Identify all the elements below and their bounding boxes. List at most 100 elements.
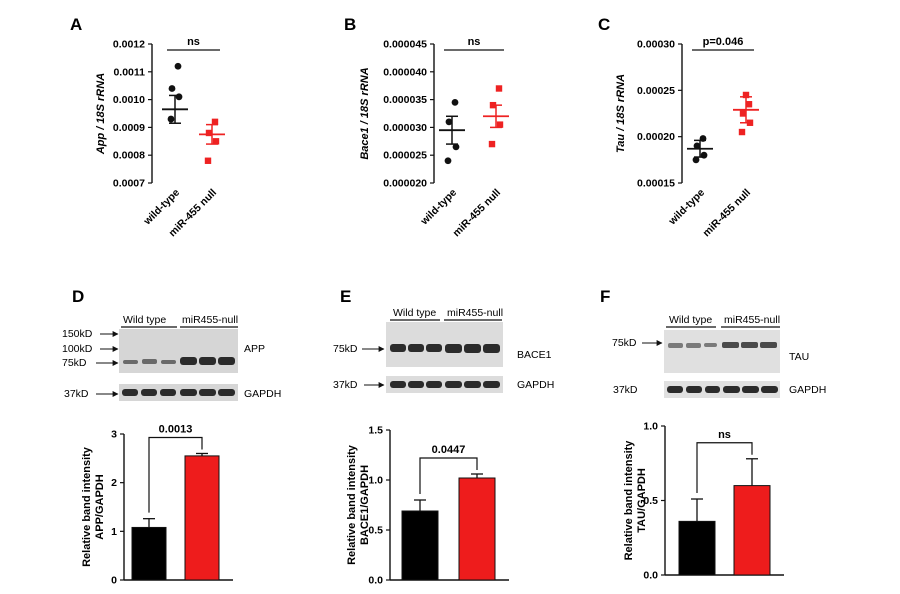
y-tick-label: 0.000030: [383, 122, 427, 134]
panel-letter-b: B: [344, 15, 356, 34]
blot-image-gapdh: [386, 376, 503, 393]
chart-panel-c: 0.00015 0.00020 0.00025 0.00030 Tau / 18S rR…: [615, 36, 759, 239]
y-tick-label: 0.000035: [383, 94, 427, 106]
blot-protein-label: APP: [244, 343, 265, 355]
y-axis-label-rest: / 18S rRNA: [359, 67, 371, 127]
y-tick-label: 0: [111, 575, 117, 587]
blot-bands-gapdh: [667, 386, 778, 393]
significance-label: ns: [187, 36, 200, 48]
y-axis-label-rest: / 18S rRNA: [615, 74, 627, 134]
blot-marker-label: 100kD: [62, 343, 93, 355]
blot-control-label: GAPDH: [244, 388, 281, 400]
blot-bands-gapdh: [390, 381, 500, 388]
x-category-label: wild-type: [666, 187, 707, 228]
blot-bands-tau-strong: [722, 342, 777, 348]
bar: [678, 520, 716, 576]
y-tick-label: 0.000040: [383, 66, 427, 78]
data-point: [211, 118, 219, 126]
chart-panel-b: 0.000020 0.000025 0.000030 0.000035 0.000040…: [359, 36, 509, 239]
blot-control-label: GAPDH: [789, 384, 826, 396]
chart-panel-a: 0.0007 0.0008 0.0009 0.0010 0.0011 0.0012 App …: [95, 36, 225, 239]
y-tick-label: 1.0: [643, 421, 658, 433]
y-axis-label: Bace1 / 18S rRNA: [359, 67, 371, 159]
data-point: [445, 118, 453, 126]
y-tick-label: 0.000020: [383, 178, 427, 190]
data-point: [174, 62, 182, 70]
bar: [401, 510, 439, 581]
western-blot-e: Wild type miR455-null 75kD BACE1 37kD GA…: [333, 307, 554, 393]
significance-bracket: [148, 436, 203, 513]
y-tick-label: 1.0: [368, 475, 383, 487]
blot-group-label: Wild type: [669, 314, 712, 326]
data-point: [204, 157, 212, 164]
western-blot-f: Wild type miR455-null 75kD TAU 37kD GAPD…: [612, 314, 826, 398]
data-point: [205, 129, 213, 137]
y-tick-label: 0.0011: [113, 66, 145, 78]
blot-control-label: GAPDH: [517, 379, 554, 391]
blot-protein-label: BACE1: [517, 349, 552, 361]
significance-label: ns: [468, 36, 481, 48]
y-axis-label-gene: App: [95, 132, 107, 155]
y-tick-label: 0.0010: [113, 94, 145, 106]
y-axis-label: App / 18S rRNA: [95, 73, 107, 155]
y-tick-label: 0.000045: [383, 39, 427, 51]
bar: [184, 455, 220, 581]
data-point: [452, 143, 460, 151]
y-axis-label-gene: Bace1: [359, 127, 371, 159]
significance-label: p=0.046: [703, 36, 744, 48]
y-axis-label: TAU/GAPDH: [636, 468, 648, 533]
data-point: [739, 110, 747, 117]
panel-letter-a: A: [70, 15, 82, 34]
panel-letter-c: C: [598, 15, 610, 34]
blot-bands-app: [123, 359, 176, 364]
y-axis-label: Relative band intensity: [81, 446, 93, 567]
blot-marker-label: 75kD: [62, 357, 87, 369]
blot-bands-tau: [668, 343, 717, 348]
blot-group-label: miR455-null: [182, 314, 238, 326]
blot-control-marker: 37kD: [333, 379, 358, 391]
blot-bands-gapdh: [122, 389, 235, 396]
significance-label: 0.0447: [432, 444, 466, 456]
data-point: [175, 93, 183, 101]
bar: [458, 477, 496, 581]
data-point: [212, 138, 220, 145]
significance-bracket: [419, 457, 478, 494]
y-tick-label: 0.5: [643, 495, 658, 507]
data-point: [496, 121, 504, 128]
panel-letter-f: F: [600, 287, 610, 306]
western-blot-d: Wild type miR455-null 150kD 100kD 75kD A…: [62, 314, 281, 401]
blot-bands-bace1: [390, 344, 500, 353]
blot-marker-label: 150kD: [62, 328, 93, 340]
data-point: [692, 156, 700, 164]
bar: [733, 485, 771, 576]
data-point: [451, 98, 459, 106]
y-tick-label: 1.5: [368, 425, 383, 437]
bar: [131, 526, 167, 581]
chart-panel-d: 0 1 2 3 Relative band intensity APP/GAPDH 0.00…: [81, 423, 233, 587]
blot-group-label: miR455-null: [447, 307, 503, 319]
x-category-label: miR-455 null: [700, 187, 753, 240]
y-tick-label: 0.00025: [637, 85, 675, 97]
blot-image-bace1: [386, 322, 503, 367]
blot-group-label: Wild type: [393, 307, 436, 319]
data-point: [495, 85, 503, 92]
data-point: [742, 91, 750, 99]
y-tick-label: 0.00020: [637, 131, 675, 143]
blot-protein-label: TAU: [789, 351, 809, 363]
y-tick-label: 0.0009: [113, 122, 145, 134]
y-tick-label: 3: [111, 429, 117, 441]
x-category-label: wild-type: [418, 187, 459, 228]
blot-image-gapdh: [119, 384, 238, 401]
y-tick-label: 0.0012: [113, 39, 145, 51]
y-tick-label: 0.00015: [637, 178, 675, 190]
y-tick-label: 2: [111, 477, 117, 489]
blot-control-marker: 37kD: [613, 384, 638, 396]
y-axis-label: Relative band intensity: [623, 440, 635, 561]
data-point: [693, 142, 701, 150]
data-point: [488, 140, 496, 148]
blot-group-label: miR455-null: [724, 314, 780, 326]
blot-image-app: [119, 329, 238, 373]
y-tick-label: 0.00030: [637, 39, 675, 51]
blot-image-gapdh: [664, 381, 780, 398]
